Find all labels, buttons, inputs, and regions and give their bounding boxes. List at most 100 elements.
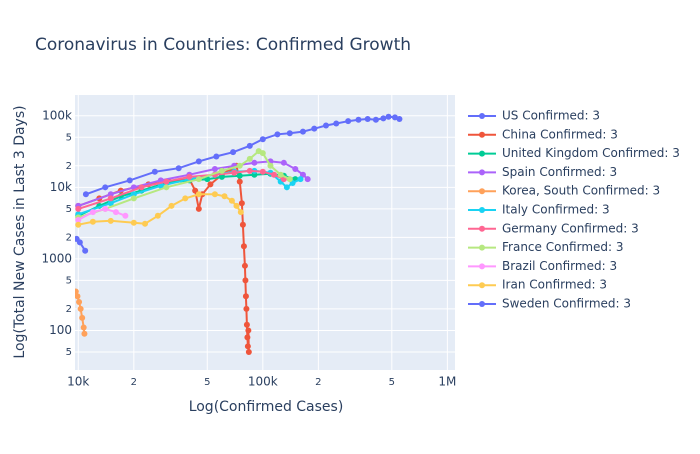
point [142,220,149,227]
point [107,200,114,207]
point [218,167,225,174]
point [240,243,247,250]
point [271,171,278,178]
x-tick-label: 5 [389,377,395,388]
y-tick-label: 1000 [41,251,72,265]
point [112,209,119,216]
y-tick-label: 100k [42,108,72,122]
point [76,239,83,246]
legend-label: Iran Confirmed: 3 [502,278,607,292]
legend-label: Sweden Confirmed: 3 [502,297,631,311]
legend-label: Italy Confirmed: 3 [502,203,610,217]
x-axis-title: Log(Confirmed Cases) [189,399,344,415]
legend-marker [479,150,485,157]
point [107,191,114,198]
point [245,327,252,334]
point [246,167,253,174]
legend-label: US Confirmed: 3 [502,109,600,123]
point [246,155,253,162]
point [297,176,304,183]
legend-label: Korea, South Confirmed: 3 [502,184,660,198]
point [75,221,82,228]
point [163,184,170,191]
point [236,162,243,169]
point [102,184,109,191]
point [89,209,96,216]
point [126,177,133,184]
legend-marker [479,301,485,307]
point [251,159,258,166]
point [168,202,175,209]
point [211,191,218,198]
point [75,216,82,223]
point [244,334,251,341]
y-tick-label: 5 [66,347,72,358]
point [299,171,306,178]
point [182,195,189,202]
point [230,149,237,156]
legend-label: Brazil Confirmed: 3 [502,259,617,273]
point [89,218,96,225]
point [242,277,249,284]
point [79,314,86,321]
point [75,293,81,300]
point [107,217,114,224]
legend-label: United Kingdom Confirmed: 3 [502,146,680,160]
y-tick-label: 5 [66,204,72,215]
point [304,176,311,183]
point [245,348,252,355]
point [75,288,79,295]
point [372,116,379,123]
y-tick-label: 100 [49,323,72,337]
legend-marker [479,113,485,119]
point [195,191,202,198]
point [243,305,250,312]
point [333,120,340,127]
point [242,293,249,300]
point [102,205,109,212]
legend-label: China Confirmed: 3 [502,127,618,141]
point [311,125,318,132]
point [80,324,87,331]
x-tick-label: 2 [315,377,321,388]
legend-marker [479,169,485,176]
legend-marker [479,225,485,232]
point [241,262,248,269]
point [239,221,246,228]
point [163,178,170,185]
point [107,195,114,202]
point [238,200,245,207]
legend-marker [479,188,485,195]
legend-marker [479,207,485,213]
legend-marker [479,131,485,138]
point [246,142,253,149]
point [213,153,220,160]
point [259,168,266,175]
plot-layer [75,113,403,355]
y-tick-label: 2 [66,304,72,315]
point [277,171,284,178]
point [259,150,266,157]
x-tick-label: 2 [131,377,137,388]
point [82,247,89,254]
y-tick-label: 5 [66,275,72,286]
point [130,219,137,226]
point [138,184,145,191]
legend-label: Spain Confirmed: 3 [502,165,617,179]
chart-title: Coronavirus in Countries: Confirmed Grow… [35,35,411,55]
point [154,212,161,219]
point [286,176,293,183]
point [195,176,202,183]
point [274,131,281,138]
point [207,181,214,188]
point [237,209,244,216]
point [195,158,202,165]
point [280,159,287,166]
x-tick-label: 5 [204,377,210,388]
point [391,114,398,121]
point [286,130,293,137]
point [236,178,243,185]
point [299,128,306,135]
y-tick-label: 5 [66,132,72,143]
